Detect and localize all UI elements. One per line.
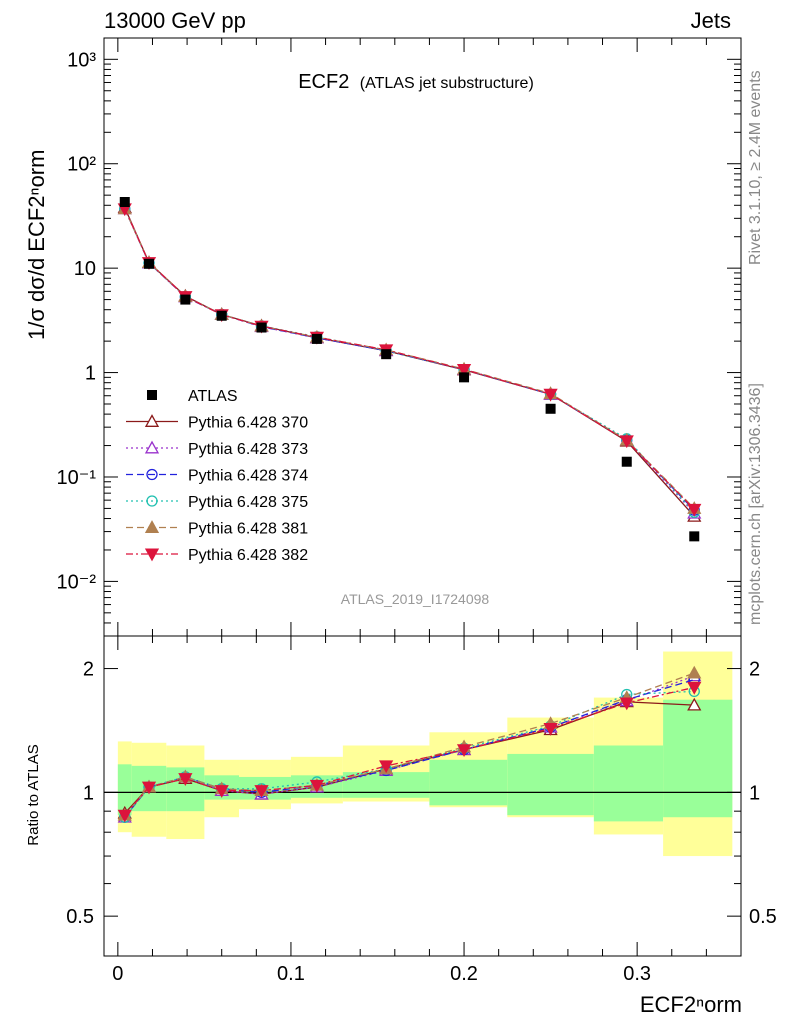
legend-entry: Pythia 6.428 381 (126, 520, 308, 538)
series-atlas (119, 197, 700, 542)
legend-marker (146, 495, 158, 507)
x-tick-label: 0.3 (623, 963, 651, 985)
y-tick-label: 1 (85, 363, 96, 385)
legend-label: Pythia 6.428 381 (188, 521, 308, 538)
legend-entry: Pythia 6.428 375 (126, 494, 308, 511)
ratio-line (124, 686, 695, 816)
legend-label: Pythia 6.428 370 (188, 415, 308, 432)
green-band (593, 745, 664, 822)
data-point (144, 258, 155, 269)
energy-label: 13000 GeV pp (104, 8, 246, 33)
data-point (459, 372, 470, 383)
green-band (507, 753, 594, 816)
legend-marker (144, 548, 160, 562)
series-point (456, 364, 472, 377)
ratio-y-tick-label: 2 (749, 659, 760, 681)
y-tick-label: 10⁻¹ (57, 467, 97, 489)
ratio-y-tick-label: 2 (83, 659, 94, 681)
title-sub: (ATLAS jet substructure) (360, 75, 534, 92)
ratio-y-tick-label: 1 (83, 782, 94, 804)
x-axis-label: ECF2ⁿorm (640, 992, 742, 1017)
ratio-point (214, 785, 229, 798)
data-point (119, 197, 130, 208)
title-main: ECF2 (298, 71, 349, 93)
data-point (621, 456, 632, 467)
ratio-y-tick-label: 0.5 (749, 906, 777, 928)
ratio-point (687, 681, 702, 695)
ratio-line (124, 672, 695, 816)
data-point (381, 349, 392, 360)
legend-entry: Pythia 6.428 373 (126, 440, 308, 458)
legend-label: Pythia 6.428 382 (188, 547, 308, 564)
series-point (543, 388, 558, 402)
data-point (689, 531, 700, 542)
y-tick-label: 10² (67, 154, 96, 176)
legend-label: ATLAS (188, 388, 238, 405)
legend-label: Pythia 6.428 373 (188, 441, 308, 458)
legend-entry: Pythia 6.428 374 (126, 468, 308, 485)
data-point (216, 310, 227, 321)
ratio-point (687, 665, 702, 679)
legend-marker (144, 440, 160, 454)
y-tick-label: 10⁻² (57, 571, 97, 593)
legend-entry: Pythia 6.428 382 (126, 547, 308, 564)
process-label: Jets (691, 8, 731, 33)
ratio-point (379, 760, 394, 774)
legend-entry: Pythia 6.428 370 (126, 414, 308, 432)
series-point (687, 503, 702, 517)
series-point (619, 435, 634, 449)
data-point (256, 322, 267, 333)
x-tick-label: 0 (112, 963, 123, 985)
ratio-point (309, 779, 325, 793)
legend: ATLAS Pythia 6.428 370 Pythia 6.428 373 Pyt… (126, 388, 308, 564)
legend-label: Pythia 6.428 374 (188, 468, 308, 485)
ratio-point (543, 723, 558, 736)
main-y-axis-label: 1/σ dσ/d ECF2ⁿorm (24, 150, 49, 340)
ratio-point (178, 773, 193, 786)
green-band (117, 764, 132, 816)
ratio-point (141, 781, 157, 795)
rivet-label: Rivet 3.1.10, ≥ 2.4M events (747, 70, 764, 265)
y-label-text: 1/σ dσ/d ECF2ⁿorm (24, 150, 49, 340)
series-line (124, 208, 695, 511)
series-line (124, 208, 695, 510)
y-tick-label: 10³ (67, 49, 96, 71)
mcplots-label: mcplots.cern.ch [arXiv:1306.3436] (747, 383, 764, 625)
legend-marker (144, 520, 160, 533)
ratio-series-pythia-6.428-382 (117, 681, 702, 823)
legend-entry-atlas: ATLAS (147, 388, 238, 405)
y-tick-label: 10 (74, 258, 96, 280)
data-point (545, 403, 556, 414)
series-line (124, 208, 695, 509)
main-panel: 10⁻² 10⁻¹ 1 10 10² 10³ (57, 37, 742, 637)
ratio-y-axis-label: Ratio to ATLAS (25, 744, 42, 845)
x-tick-label: 0.1 (277, 963, 305, 985)
legend-label: Pythia 6.428 375 (188, 494, 308, 511)
x-tick-label: 0.2 (450, 963, 478, 985)
ratio-point (117, 809, 132, 823)
ratio-point (619, 697, 634, 711)
green-band (429, 759, 508, 806)
green-band (663, 699, 733, 818)
ratio-y-tick-label: 0.5 (66, 906, 94, 928)
analysis-watermark: ATLAS_2019_I1724098 (341, 591, 490, 607)
main-title: ECF2 (ATLAS jet substructure) (298, 71, 534, 93)
legend-marker (144, 414, 160, 427)
ratio-point (456, 744, 472, 758)
ratio-point (687, 697, 702, 711)
data-point (180, 294, 191, 305)
ratio-panel: 0.5 0.5 1 1 2 2 0 0.1 0.2 0.3 (66, 635, 777, 985)
ratio-y-tick-label: 1 (749, 782, 760, 804)
ratio-frame (103, 635, 742, 957)
legend-marker (147, 390, 157, 400)
legend-marker (146, 468, 158, 481)
ratio-point (254, 785, 269, 798)
data-point (311, 333, 322, 344)
